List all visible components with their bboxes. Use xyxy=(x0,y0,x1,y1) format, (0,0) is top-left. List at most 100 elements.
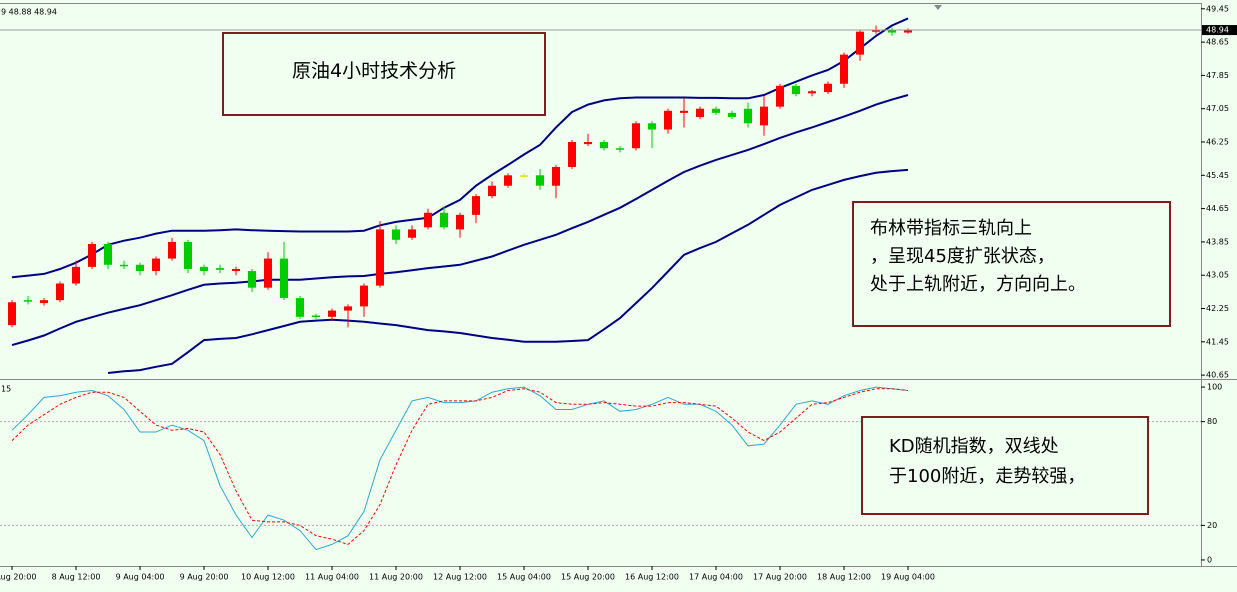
candle-body xyxy=(120,264,128,267)
y-tick-label: 48.65 xyxy=(1206,38,1229,47)
kd-line xyxy=(11,388,909,545)
candle-body xyxy=(40,300,48,304)
y-tick-label: 20 xyxy=(1207,521,1217,530)
x-tick-label: 18 Aug 12:00 xyxy=(817,573,871,582)
y-tick-label: 43.85 xyxy=(1206,237,1229,246)
candle-body xyxy=(584,142,592,145)
x-tick-label: 10 Aug 12:00 xyxy=(241,573,295,582)
note-line: 原油4小时技术分析 xyxy=(292,60,457,82)
candle-body xyxy=(904,30,912,33)
y-tick-label: 47.85 xyxy=(1206,71,1229,80)
candle-body xyxy=(536,175,544,186)
note-line: ，呈现45度扩张状态， xyxy=(870,246,1055,267)
x-tick-label: 16 Aug 12:00 xyxy=(625,573,679,582)
candle-body xyxy=(408,229,416,238)
current-price-box xyxy=(1202,25,1237,36)
candle-body xyxy=(376,229,384,286)
candle-body xyxy=(792,85,800,95)
y-tick-label: 44.65 xyxy=(1206,204,1229,213)
candle-body xyxy=(744,108,752,124)
y-tick-label: 49.45 xyxy=(1206,4,1229,13)
candle-body xyxy=(488,185,496,197)
candle-body xyxy=(88,243,96,267)
y-tick-label: 40.65 xyxy=(1206,371,1229,380)
x-tick-label: 15 Aug 04:00 xyxy=(497,573,551,582)
x-tick-label: 11 Aug 20:00 xyxy=(369,573,423,582)
x-tick-label: 17 Aug 04:00 xyxy=(689,573,743,582)
x-tick-label: 19 Aug 04:00 xyxy=(881,573,935,582)
y-tick-label: 45.45 xyxy=(1206,171,1229,180)
candle-body xyxy=(344,306,352,311)
note-line: 于100附近，走势较强， xyxy=(889,466,1086,487)
candle-body xyxy=(840,54,848,84)
note-line: 处于上轨附近，方向向上。 xyxy=(870,274,1086,295)
candle-body xyxy=(648,123,656,130)
x-tick-label: 5 Aug 20:00 xyxy=(0,573,36,582)
main-header: 9 48.88 48.94 xyxy=(1,8,57,17)
x-tick-label: 17 Aug 20:00 xyxy=(753,573,807,582)
candle-body xyxy=(872,29,880,32)
candle-body xyxy=(264,258,272,288)
candle-body xyxy=(296,298,304,317)
note: KD随机指数，双线处于100附近，走势较强， xyxy=(861,416,1149,515)
candle-body xyxy=(56,283,64,301)
candle-body xyxy=(600,142,608,149)
candle-body xyxy=(776,85,784,107)
candle-body xyxy=(888,29,896,33)
y-tick-label: 0 xyxy=(1207,555,1212,564)
candle-body xyxy=(504,175,512,186)
candle-body xyxy=(392,229,400,240)
candle-body xyxy=(472,196,480,215)
candle-body xyxy=(24,300,32,302)
candle-body xyxy=(552,166,560,186)
candle-body xyxy=(520,175,528,177)
candle-body xyxy=(328,310,336,317)
candle-body xyxy=(696,108,704,118)
current-price-label: 48.94 xyxy=(1206,26,1229,35)
candle-body xyxy=(712,108,720,113)
candle-body xyxy=(216,268,224,270)
note-line: KD随机指数，双线处 xyxy=(889,436,1059,457)
y-tick-label: 100 xyxy=(1207,383,1222,392)
bollinger-band xyxy=(107,168,909,374)
candle-body xyxy=(248,271,256,288)
note: 原油4小时技术分析 xyxy=(222,32,546,116)
candle-body xyxy=(680,110,688,113)
candle-body xyxy=(632,123,640,149)
x-tick-label: 15 Aug 20:00 xyxy=(561,573,615,582)
candle-body xyxy=(424,212,432,228)
candle-body xyxy=(616,148,624,150)
candle-body xyxy=(568,142,576,167)
y-tick-label: 46.25 xyxy=(1206,138,1229,147)
x-tick-label: 11 Aug 04:00 xyxy=(305,573,359,582)
candle-body xyxy=(856,31,864,55)
candle-body xyxy=(824,83,832,93)
y-tick-label: 80 xyxy=(1207,417,1217,426)
shift-marker xyxy=(934,5,942,10)
candle-body xyxy=(168,241,176,259)
x-tick-label: 8 Aug 12:00 xyxy=(52,573,101,582)
candle-body xyxy=(232,268,240,272)
kd-line xyxy=(11,386,909,551)
candle-body xyxy=(760,106,768,126)
candle-body xyxy=(72,266,80,284)
candle-body xyxy=(136,264,144,272)
candle-body xyxy=(728,112,736,118)
candle-body xyxy=(360,285,368,307)
bollinger-band xyxy=(11,94,909,347)
candle-body xyxy=(456,214,464,230)
candle-body xyxy=(104,243,112,265)
x-tick-label: 12 Aug 12:00 xyxy=(433,573,487,582)
candle-body xyxy=(8,302,16,326)
note: 布林带指标三轨向上 ，呈现45度扩张状态， 处于上轨附近，方向向上。 xyxy=(852,201,1171,327)
x-tick-label: 9 Aug 20:00 xyxy=(180,573,229,582)
candle-body xyxy=(184,241,192,269)
bollinger-band xyxy=(11,17,909,279)
kd-header: 15 xyxy=(1,385,11,394)
y-tick-label: 41.45 xyxy=(1206,337,1229,346)
candle-body xyxy=(440,212,448,228)
candle-body xyxy=(152,258,160,272)
x-tick-label: 9 Aug 04:00 xyxy=(116,573,165,582)
candle-body xyxy=(312,315,320,318)
